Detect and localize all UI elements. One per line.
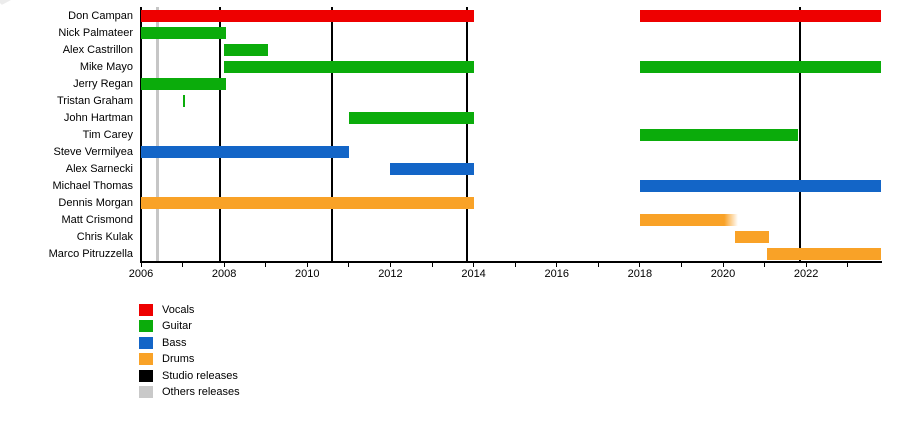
member-label: Tim Carey <box>82 129 133 141</box>
x-axis-tick-label: 2016 <box>544 268 569 280</box>
x-axis-tick <box>140 263 142 267</box>
y-axis-line <box>140 7 142 262</box>
studio-release-line <box>798 7 801 262</box>
x-axis-tick <box>847 263 849 267</box>
x-axis-tick <box>514 263 516 267</box>
legend-swatch-vocals-icon <box>139 304 153 316</box>
x-axis-tick <box>389 263 391 267</box>
timeline-bar-vocals <box>141 9 474 22</box>
x-axis-tick-label: 2008 <box>211 268 237 280</box>
timeline-bar-bass <box>390 163 474 176</box>
x-axis-tick <box>680 263 682 267</box>
plot-area: Don Campan Nick Palmateer Alex Castrillon M… <box>48 7 882 280</box>
x-axis-tick-label: 2006 <box>128 268 154 280</box>
timeline-bar-guitar <box>141 26 227 39</box>
timeline-bar-guitar <box>182 94 186 107</box>
x-axis-tick <box>306 263 308 267</box>
timeline-bar-guitar <box>224 43 268 56</box>
x-axis-tick-label: 2014 <box>461 268 486 280</box>
x-axis-tick-label: 2018 <box>627 268 653 280</box>
legend-label-bass: Bass <box>162 336 187 349</box>
x-axis-tick <box>722 263 724 267</box>
timeline-bar-guitar <box>639 60 881 73</box>
timeline-bar-drums <box>639 214 738 227</box>
x-axis-tick-label: 2022 <box>793 268 819 280</box>
x-axis-tick <box>182 263 184 267</box>
legend-swatch-drums-icon <box>139 353 153 366</box>
legend-swatch-studio-releases-icon <box>139 369 153 382</box>
timeline-bar-guitar <box>224 60 474 73</box>
x-axis-tick-label: 2010 <box>295 268 320 280</box>
legend-label-others-releases: Others releases <box>162 385 240 398</box>
x-axis-tick-label: 2012 <box>378 268 403 280</box>
member-label: Dennis Morgan <box>58 197 133 210</box>
timeline-bar-guitar <box>639 129 798 141</box>
legend-swatch-guitar-icon <box>139 320 153 333</box>
timeline-bar-drums <box>141 197 474 210</box>
x-axis-line <box>140 261 882 263</box>
timeline-bar-drums <box>766 248 881 261</box>
x-axis-tick <box>431 263 433 267</box>
x-axis-tick-label: 2020 <box>710 268 736 280</box>
timeline-bar-guitar <box>348 111 474 124</box>
x-axis-tick <box>639 263 641 267</box>
x-axis-tick <box>805 263 807 267</box>
member-label: Nick Palmateer <box>58 26 133 39</box>
others-release-line <box>156 7 160 262</box>
member-label: Matt Crismond <box>61 214 133 227</box>
timeline-bar-bass <box>141 146 349 159</box>
member-label: John Hartman <box>63 111 133 124</box>
legend-label-studio-releases: Studio releases <box>162 369 238 382</box>
studio-release-line <box>466 7 469 262</box>
member-label: Alex Sarnecki <box>65 163 133 176</box>
member-label: Marco Pitruzzella <box>48 248 133 261</box>
x-axis-tick <box>223 263 225 267</box>
timeline-bar-bass <box>639 180 881 193</box>
studio-release-line <box>218 7 221 262</box>
member-label: Michael Thomas <box>52 180 134 193</box>
x-axis-tick <box>265 263 267 267</box>
x-axis-tick <box>764 263 766 267</box>
x-axis-tick <box>597 263 599 267</box>
timeline-bar-vocals <box>639 9 881 22</box>
member-label: Alex Castrillon <box>62 43 133 56</box>
member-label: Steve Vermilyea <box>53 146 133 159</box>
timeline-bar-guitar <box>141 77 227 90</box>
legend-swatch-others-releases-icon <box>139 385 153 398</box>
member-label: Jerry Regan <box>73 77 133 90</box>
x-axis-tick <box>473 263 475 267</box>
member-label: Tristan Graham <box>56 94 133 107</box>
x-axis-tick <box>348 263 350 267</box>
member-label: Don Campan <box>68 9 133 22</box>
legend-swatch-bass-icon <box>139 336 153 349</box>
legend-label-drums: Drums <box>162 353 195 366</box>
legend-label-vocals: Vocals <box>162 304 195 316</box>
member-label: Chris Kulak <box>76 231 133 244</box>
studio-release-line <box>331 7 334 262</box>
x-axis-tick <box>556 263 558 267</box>
member-label: Mike Mayo <box>79 60 133 73</box>
legend-label-guitar: Guitar <box>162 320 192 333</box>
timeline-bar-drums <box>735 231 769 244</box>
